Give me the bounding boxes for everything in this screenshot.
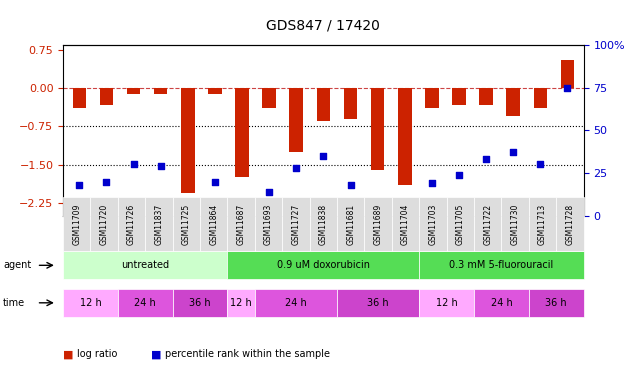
Text: GSM11703: GSM11703: [428, 203, 437, 245]
Point: [102, 178, 112, 184]
Bar: [73, 88, 86, 108]
Point: [481, 156, 491, 162]
Text: 24 h: 24 h: [491, 298, 512, 308]
Bar: [452, 88, 466, 105]
Bar: [181, 88, 194, 193]
Bar: [100, 88, 113, 105]
Text: GSM11704: GSM11704: [401, 203, 410, 245]
Text: time: time: [3, 298, 25, 308]
Bar: [398, 88, 411, 185]
Text: percentile rank within the sample: percentile rank within the sample: [165, 350, 330, 359]
Text: 0.9 uM doxorubicin: 0.9 uM doxorubicin: [277, 260, 370, 270]
Bar: [154, 88, 167, 94]
Point: [264, 189, 274, 195]
Text: GSM11709: GSM11709: [73, 203, 81, 245]
Point: [535, 162, 545, 168]
Text: log ratio: log ratio: [77, 350, 117, 359]
Text: GSM11727: GSM11727: [292, 203, 300, 245]
Text: GSM11689: GSM11689: [374, 203, 382, 245]
Bar: [344, 88, 357, 119]
Point: [399, 209, 410, 215]
Text: agent: agent: [3, 260, 32, 270]
Text: 12 h: 12 h: [436, 298, 457, 308]
Text: 24 h: 24 h: [134, 298, 156, 308]
Point: [454, 172, 464, 178]
Text: GSM11722: GSM11722: [483, 204, 492, 245]
Text: GSM11720: GSM11720: [100, 203, 109, 245]
Point: [318, 153, 328, 159]
Text: 36 h: 36 h: [367, 298, 389, 308]
Text: GSM11726: GSM11726: [127, 203, 136, 245]
Point: [508, 150, 518, 156]
Point: [237, 204, 247, 210]
Point: [183, 199, 193, 205]
Bar: [507, 88, 520, 116]
Bar: [425, 88, 439, 108]
Text: 24 h: 24 h: [285, 298, 307, 308]
Bar: [235, 88, 249, 177]
Text: GSM11837: GSM11837: [155, 203, 163, 245]
Text: ■: ■: [151, 350, 162, 359]
Bar: [262, 88, 276, 108]
Bar: [371, 88, 384, 170]
Point: [372, 199, 382, 205]
Text: 36 h: 36 h: [545, 298, 567, 308]
Text: untreated: untreated: [121, 260, 169, 270]
Point: [74, 182, 85, 188]
Text: GSM11687: GSM11687: [237, 203, 245, 245]
Text: GSM11864: GSM11864: [209, 203, 218, 245]
Text: GSM11705: GSM11705: [456, 203, 465, 245]
Text: GSM11725: GSM11725: [182, 203, 191, 245]
Point: [129, 162, 139, 168]
Bar: [480, 88, 493, 105]
Point: [292, 165, 302, 171]
Text: ■: ■: [63, 350, 74, 359]
Text: GSM11693: GSM11693: [264, 203, 273, 245]
Bar: [534, 88, 547, 108]
Text: 36 h: 36 h: [189, 298, 211, 308]
Bar: [127, 88, 140, 94]
Text: GSM11730: GSM11730: [510, 203, 520, 245]
Point: [427, 180, 437, 186]
Point: [562, 85, 572, 91]
Point: [345, 182, 355, 188]
Point: [156, 163, 166, 169]
Bar: [290, 88, 303, 152]
Text: GSM11728: GSM11728: [565, 204, 574, 245]
Point: [210, 178, 220, 184]
Bar: [208, 88, 221, 94]
Bar: [317, 88, 330, 122]
Text: 12 h: 12 h: [230, 298, 252, 308]
Text: GSM11681: GSM11681: [346, 204, 355, 245]
Text: 12 h: 12 h: [80, 298, 102, 308]
Bar: [560, 60, 574, 88]
Text: GSM11713: GSM11713: [538, 203, 547, 245]
Text: 0.3 mM 5-fluorouracil: 0.3 mM 5-fluorouracil: [449, 260, 553, 270]
Text: GDS847 / 17420: GDS847 / 17420: [266, 19, 380, 33]
Text: GSM11838: GSM11838: [319, 204, 328, 245]
